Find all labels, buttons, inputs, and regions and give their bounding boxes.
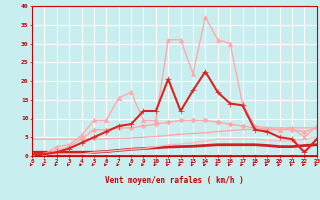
X-axis label: Vent moyen/en rafales ( km/h ): Vent moyen/en rafales ( km/h ) xyxy=(105,176,244,185)
